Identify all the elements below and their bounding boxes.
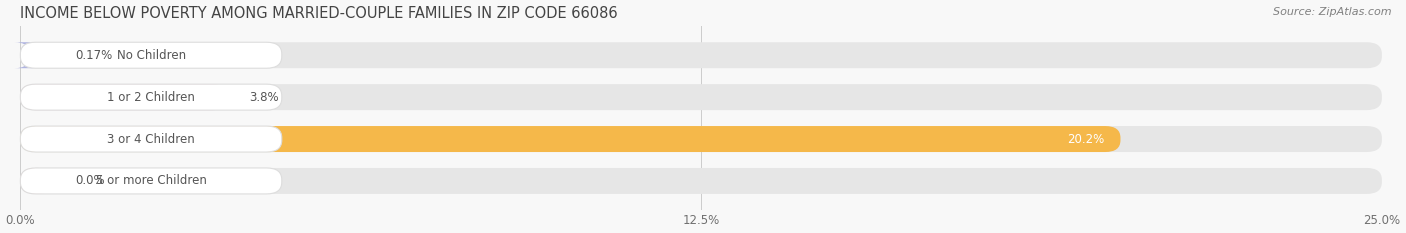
FancyBboxPatch shape <box>20 126 281 152</box>
FancyBboxPatch shape <box>20 126 1121 152</box>
Text: 3 or 4 Children: 3 or 4 Children <box>107 133 195 146</box>
Text: 3.8%: 3.8% <box>249 91 278 104</box>
Text: 5 or more Children: 5 or more Children <box>96 175 207 187</box>
FancyBboxPatch shape <box>14 42 35 68</box>
FancyBboxPatch shape <box>20 42 1382 68</box>
FancyBboxPatch shape <box>20 126 1382 152</box>
Text: Source: ZipAtlas.com: Source: ZipAtlas.com <box>1274 7 1392 17</box>
Text: INCOME BELOW POVERTY AMONG MARRIED-COUPLE FAMILIES IN ZIP CODE 66086: INCOME BELOW POVERTY AMONG MARRIED-COUPL… <box>20 6 619 21</box>
FancyBboxPatch shape <box>20 168 281 194</box>
FancyBboxPatch shape <box>20 168 1382 194</box>
Text: 0.0%: 0.0% <box>75 175 104 187</box>
FancyBboxPatch shape <box>20 84 228 110</box>
FancyBboxPatch shape <box>20 168 53 194</box>
Text: No Children: No Children <box>117 49 186 62</box>
FancyBboxPatch shape <box>20 84 1382 110</box>
Text: 0.17%: 0.17% <box>75 49 112 62</box>
Text: 20.2%: 20.2% <box>1067 133 1104 146</box>
Text: 1 or 2 Children: 1 or 2 Children <box>107 91 195 104</box>
FancyBboxPatch shape <box>20 84 281 110</box>
FancyBboxPatch shape <box>20 42 281 68</box>
